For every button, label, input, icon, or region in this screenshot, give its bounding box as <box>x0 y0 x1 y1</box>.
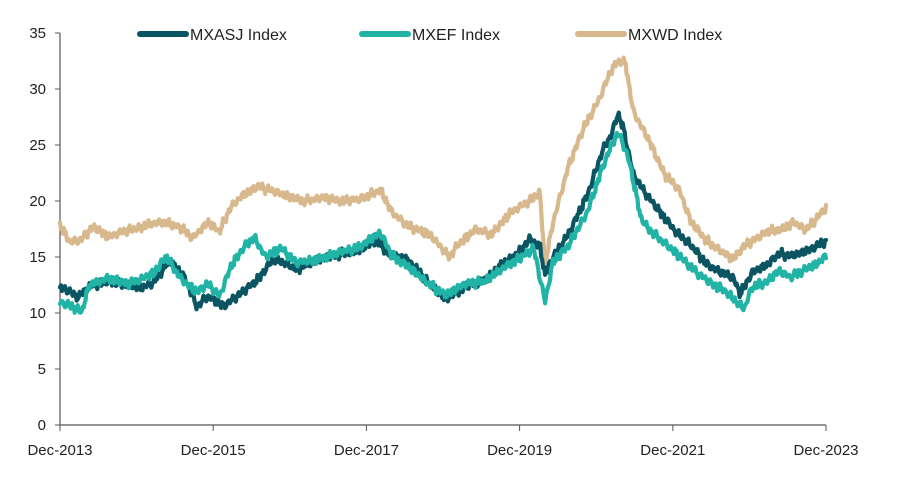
x-tick-label: Dec-2013 <box>27 442 92 459</box>
y-tick-label: 20 <box>29 193 46 210</box>
x-tick-label: Dec-2017 <box>334 442 399 459</box>
y-tick-label: 25 <box>29 137 46 154</box>
y-tick-label: 10 <box>29 305 46 322</box>
series-line-mxef-index <box>57 130 829 315</box>
y-tick-label: 0 <box>38 417 46 434</box>
legend: MXASJ Index MXEF Index MXWD Index <box>137 27 722 44</box>
series-layer <box>57 55 829 315</box>
x-tick-label: Dec-2019 <box>487 442 552 459</box>
y-tick-label: 30 <box>29 81 46 98</box>
x-tick-label: Dec-2015 <box>181 442 246 459</box>
legend-label: MXWD Index <box>628 27 722 44</box>
y-tick-label: 5 <box>38 361 46 378</box>
y-tick-label: 35 <box>29 25 46 42</box>
legend-label: MXEF Index <box>412 27 500 44</box>
series-line-mxwd-index <box>57 55 829 265</box>
legend-label: MXASJ Index <box>190 27 287 44</box>
y-axis: 0 5 10 15 20 25 30 35 <box>29 25 61 434</box>
x-tick-label: Dec-2021 <box>640 442 705 459</box>
x-tick-label: Dec-2023 <box>793 442 858 459</box>
y-tick-label: 15 <box>29 249 46 266</box>
x-axis: Dec-2013 Dec-2015 Dec-2017 Dec-2019 Dec-2021… <box>27 424 859 459</box>
